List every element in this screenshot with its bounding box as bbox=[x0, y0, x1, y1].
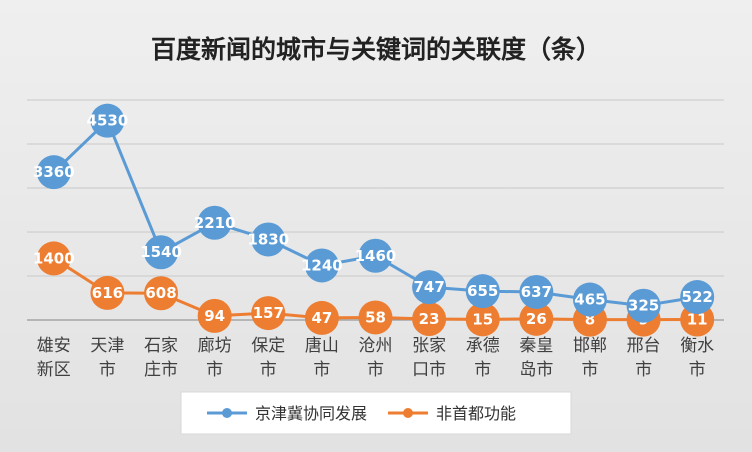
x-tick-label: 唐山 bbox=[305, 335, 339, 356]
x-tick-label: 沧州 bbox=[359, 336, 393, 356]
series-0: 3360 4530 1540 2210 1830 1240 1460 747 655 637 465… bbox=[33, 103, 715, 323]
data-label: 2210 bbox=[194, 214, 236, 232]
x-tick-label: 廊坊 bbox=[198, 336, 232, 356]
x-tick-label: 市 bbox=[689, 360, 706, 380]
data-point bbox=[197, 298, 232, 333]
legend-marker bbox=[222, 408, 232, 418]
data-point bbox=[304, 248, 339, 283]
data-point bbox=[519, 301, 554, 336]
data-label: 1400 bbox=[33, 249, 75, 267]
x-tick-label: 市 bbox=[206, 360, 223, 380]
x-tick-label: 雄安 bbox=[37, 336, 71, 356]
data-point bbox=[412, 301, 447, 336]
x-tick-label: 市 bbox=[313, 360, 330, 380]
legend-label: 京津冀协同发展 bbox=[255, 404, 367, 423]
data-point bbox=[251, 296, 286, 331]
data-label: 15 bbox=[472, 310, 493, 328]
x-tick-label: 市 bbox=[260, 360, 277, 380]
data-point bbox=[572, 282, 607, 317]
data-label: 11 bbox=[687, 311, 708, 329]
data-label: 23 bbox=[419, 310, 440, 328]
x-tick-label: 张家 bbox=[412, 336, 446, 356]
data-point bbox=[358, 300, 393, 335]
data-point bbox=[465, 274, 500, 309]
data-label: 26 bbox=[526, 310, 547, 328]
data-label: 655 bbox=[467, 282, 498, 300]
series-line bbox=[52, 119, 698, 308]
x-tick-label: 新区 bbox=[37, 360, 71, 380]
data-label: 465 bbox=[574, 291, 605, 309]
data-label: 637 bbox=[521, 283, 552, 301]
data-point bbox=[144, 276, 179, 311]
data-label: 608 bbox=[145, 284, 176, 302]
data-label: 47 bbox=[311, 309, 332, 327]
legend-marker bbox=[403, 408, 413, 418]
data-label: 1540 bbox=[140, 243, 182, 261]
data-point bbox=[626, 288, 661, 323]
data-point bbox=[197, 205, 232, 240]
data-point bbox=[90, 275, 125, 310]
x-tick-label: 市 bbox=[474, 360, 491, 380]
data-point bbox=[304, 300, 339, 335]
x-tick-label: 衡水 bbox=[680, 336, 714, 356]
data-label: 1830 bbox=[247, 230, 289, 248]
series-layer: 1400616608941574758231526891133604530154… bbox=[33, 103, 715, 337]
data-point bbox=[465, 302, 500, 337]
x-tick-label: 庄市 bbox=[144, 360, 178, 380]
data-point bbox=[412, 270, 447, 305]
gridlines bbox=[27, 99, 724, 277]
x-tick-label: 市 bbox=[581, 360, 598, 380]
data-label: 1240 bbox=[301, 256, 343, 274]
data-label: 4530 bbox=[87, 112, 129, 130]
data-label: 3360 bbox=[33, 163, 75, 181]
data-label: 616 bbox=[92, 284, 123, 302]
legend-label: 非首都功能 bbox=[436, 404, 516, 423]
x-tick-label: 承德 bbox=[466, 336, 500, 356]
x-tick-label: 石家 bbox=[144, 336, 178, 356]
x-tick-label: 岛市 bbox=[519, 360, 553, 380]
data-label: 8 bbox=[585, 311, 595, 329]
data-point bbox=[251, 222, 286, 257]
data-point bbox=[680, 280, 715, 315]
data-point bbox=[36, 155, 71, 190]
chart-title: 百度新闻的城市与关键词的关联度（条） bbox=[151, 35, 601, 64]
data-label: 325 bbox=[628, 297, 659, 315]
data-label: 157 bbox=[253, 304, 284, 322]
data-point bbox=[144, 235, 179, 270]
data-label: 522 bbox=[682, 288, 713, 306]
data-point bbox=[519, 274, 554, 309]
x-tick-label: 口市 bbox=[412, 360, 446, 380]
data-point bbox=[90, 103, 125, 138]
x-tick-label: 市 bbox=[99, 360, 116, 380]
x-tick-label: 天津 bbox=[90, 336, 124, 356]
x-tick-label: 市 bbox=[367, 360, 384, 380]
x-tick-label: 市 bbox=[635, 360, 652, 380]
data-label: 94 bbox=[204, 307, 225, 325]
x-tick-label: 保定 bbox=[251, 336, 285, 356]
data-label: 747 bbox=[413, 278, 444, 296]
x-tick-label: 秦皇 bbox=[519, 336, 553, 356]
data-label: 58 bbox=[365, 308, 386, 326]
legend: 京津冀协同发展 非首都功能 bbox=[180, 391, 572, 435]
x-tick-label: 邯郸 bbox=[573, 336, 607, 356]
data-label: 1460 bbox=[355, 247, 397, 265]
x-tick-label: 邢台 bbox=[627, 336, 661, 356]
data-point bbox=[358, 238, 393, 273]
data-point bbox=[36, 241, 71, 276]
